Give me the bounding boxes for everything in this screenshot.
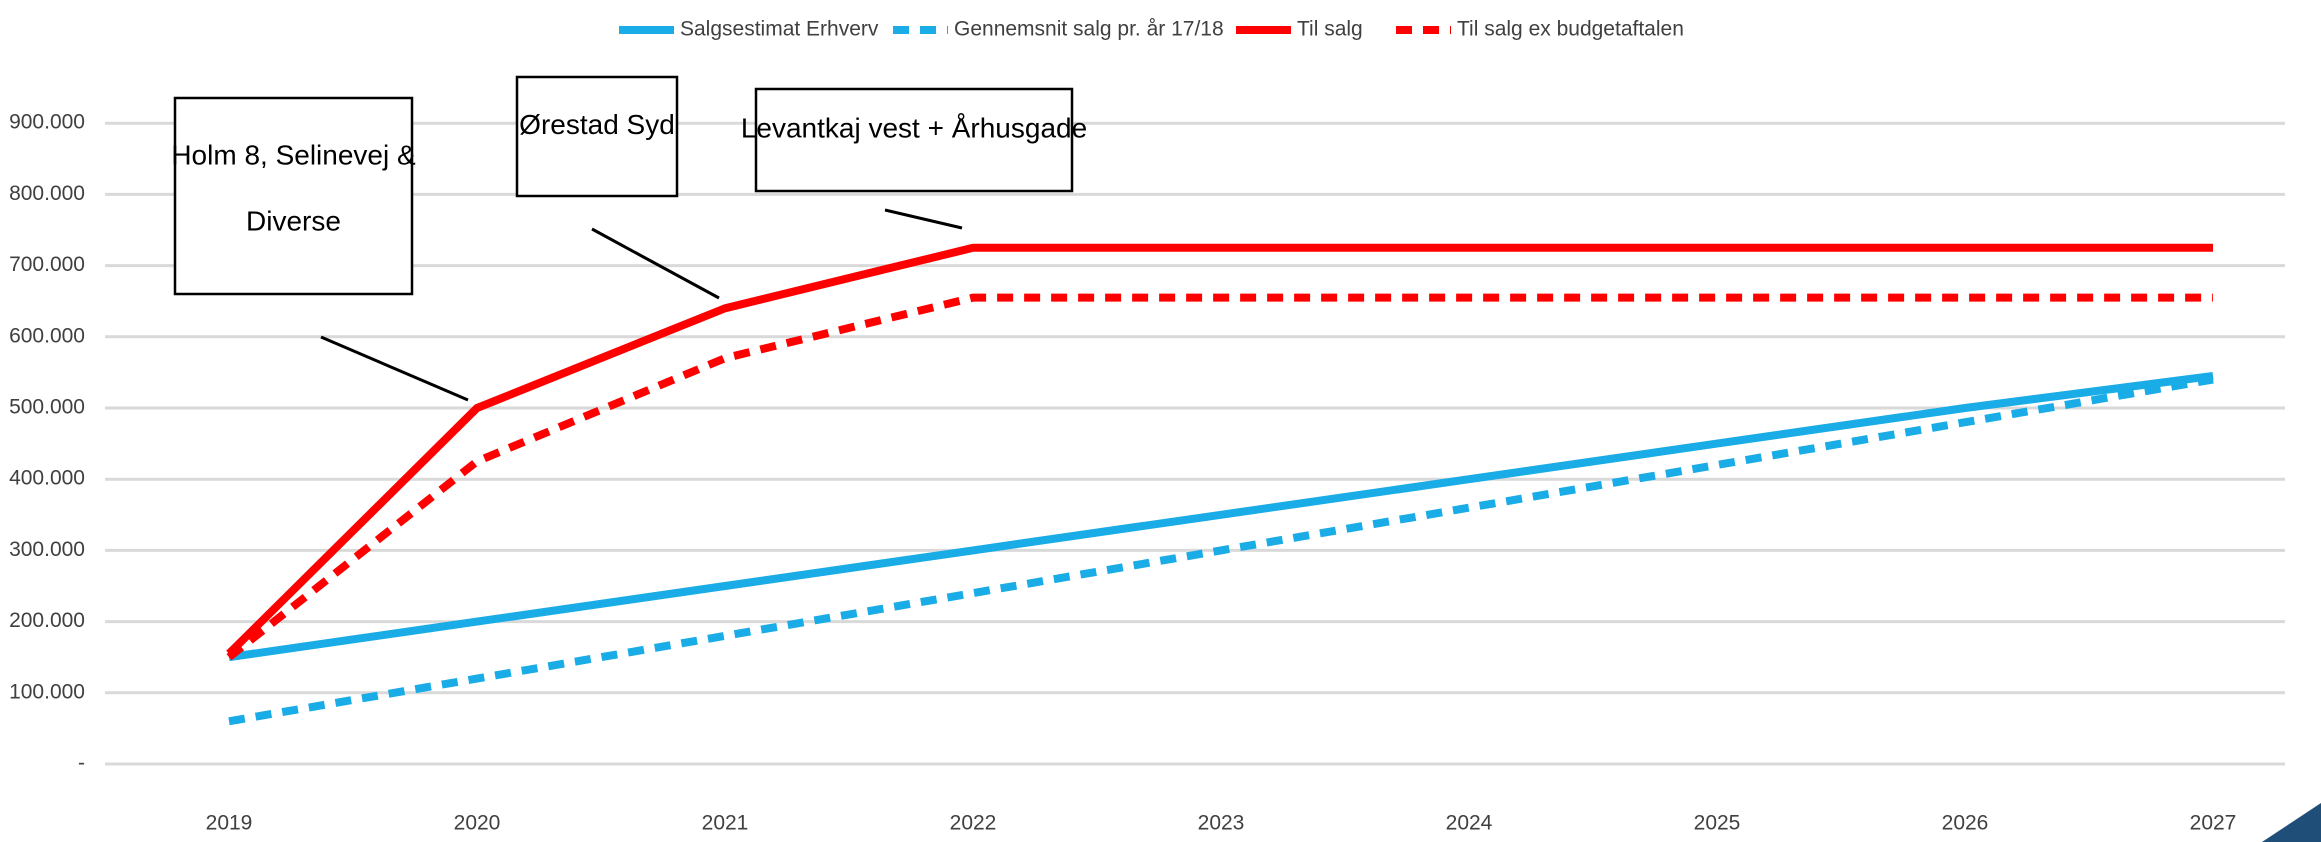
annotation-box — [515, 75, 679, 198]
corner-decoration — [2262, 803, 2321, 842]
y-tick-label: 500.000 — [9, 396, 85, 419]
leader-line — [591, 227, 720, 300]
y-tick-label: 400.000 — [9, 467, 85, 490]
x-tick-label: 2023 — [1198, 812, 1245, 835]
legend-label: Gennemsnit salg pr. år 17/18 — [954, 18, 1224, 41]
x-tick-label: 2021 — [702, 812, 749, 835]
legend-label: Salgsestimat Erhverv — [680, 18, 879, 41]
annotation-text: Holm 8, Selinevej & — [171, 139, 416, 170]
legend-label: Til salg — [1297, 18, 1363, 41]
x-tick-label: 2022 — [950, 812, 997, 835]
annotation-box — [173, 96, 414, 296]
annotation-text: Ørestad Syd — [519, 109, 675, 140]
x-tick-label: 2026 — [1942, 812, 1989, 835]
annotation-text: Diverse — [246, 205, 341, 236]
y-tick-label: 100.000 — [9, 680, 85, 703]
y-tick-label: 200.000 — [9, 609, 85, 632]
y-tick-label: 700.000 — [9, 253, 85, 276]
series-line — [228, 375, 2214, 726]
y-tick-label: - — [78, 752, 85, 775]
y-tick-label: 600.000 — [9, 324, 85, 347]
y-tick-label: 800.000 — [9, 182, 85, 205]
leader-line — [320, 335, 469, 402]
x-tick-label: 2025 — [1694, 812, 1741, 835]
series-line — [226, 293, 2213, 661]
x-tick-label: 2027 — [2190, 812, 2237, 835]
legend-label: Til salg ex budgetaftalen — [1457, 18, 1684, 41]
y-tick-label: 900.000 — [9, 111, 85, 134]
x-tick-label: 2020 — [454, 812, 501, 835]
annotation-box — [754, 87, 1074, 193]
x-tick-label: 2024 — [1446, 812, 1493, 835]
y-tick-label: 300.000 — [9, 538, 85, 561]
leader-line — [884, 208, 963, 230]
x-tick-label: 2019 — [206, 812, 253, 835]
series-line — [228, 371, 2214, 662]
annotation-text: Levantkaj vest + Århusgade — [741, 112, 1087, 143]
series-line — [226, 243, 2213, 657]
